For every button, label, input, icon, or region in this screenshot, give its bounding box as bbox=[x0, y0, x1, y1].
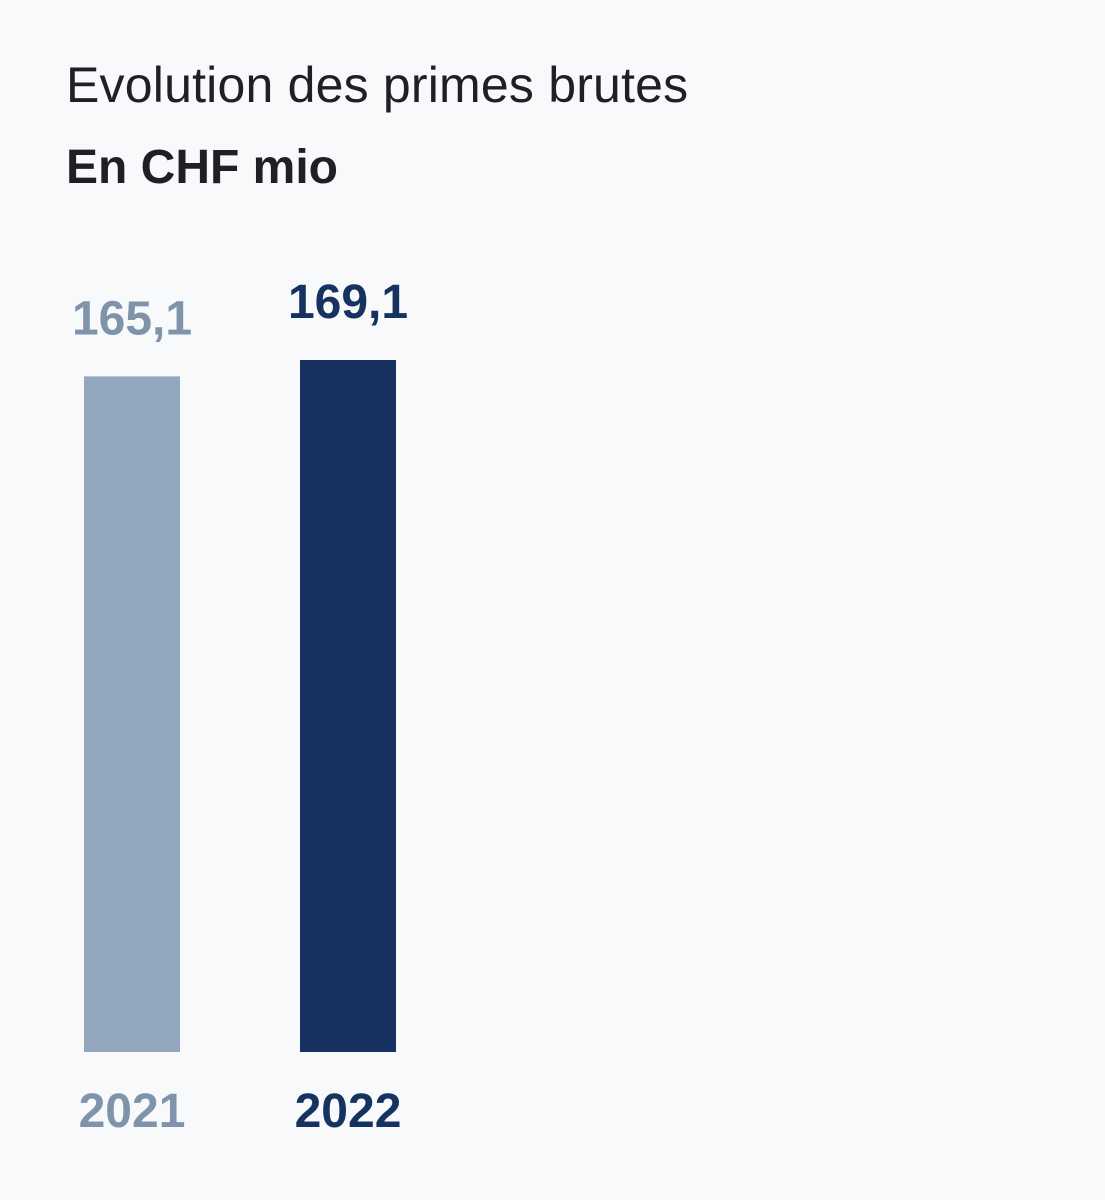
value-label-2021: 165,1 bbox=[72, 292, 192, 345]
bar-2022 bbox=[300, 360, 396, 1052]
chart-subtitle: En CHF mio bbox=[66, 141, 338, 194]
category-label-2022: 2022 bbox=[295, 1085, 402, 1138]
category-label-2021: 2021 bbox=[79, 1085, 186, 1138]
bar-2021 bbox=[84, 376, 180, 1052]
value-label-2022: 169,1 bbox=[288, 276, 408, 329]
chart-title: Evolution des primes brutes bbox=[66, 57, 689, 113]
